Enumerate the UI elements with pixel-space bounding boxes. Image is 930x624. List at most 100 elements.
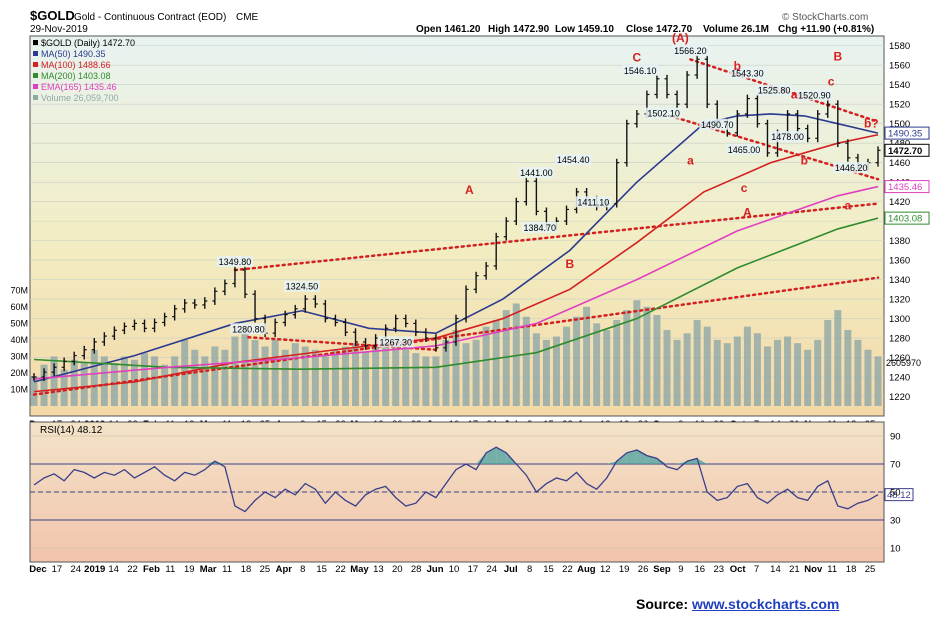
trendline bbox=[247, 336, 438, 351]
volume-bar bbox=[362, 351, 370, 406]
x-tick-label: 15 bbox=[543, 564, 554, 575]
wave-label: a bbox=[687, 154, 694, 168]
legend-swatch bbox=[33, 84, 38, 89]
volume-bar bbox=[331, 349, 339, 406]
price-bars bbox=[31, 55, 881, 381]
x-tick-label: 9 bbox=[678, 564, 683, 575]
price-label-bg bbox=[283, 280, 320, 292]
volume-tick-label: 40M bbox=[10, 335, 28, 345]
volume-bar bbox=[221, 349, 229, 406]
price-label-bg bbox=[756, 84, 793, 96]
price-label-bg bbox=[699, 118, 736, 130]
rsi-tick-label: 10 bbox=[890, 544, 901, 555]
volume-bar bbox=[422, 356, 430, 406]
rsi-line: 48.12 bbox=[33, 446, 914, 513]
rsi-tick-label: 30 bbox=[890, 516, 901, 527]
x-tick-label: 11 bbox=[827, 564, 837, 575]
x-tick-label: 25 bbox=[260, 564, 271, 575]
volume-bar bbox=[452, 329, 460, 406]
price-tick-label: 1320 bbox=[889, 295, 910, 306]
volume-bar bbox=[573, 316, 581, 406]
volume-bar bbox=[804, 349, 812, 406]
price-tick-label: 1340 bbox=[889, 275, 910, 286]
volume-bar bbox=[784, 336, 792, 406]
volume-bar bbox=[623, 310, 631, 406]
volume-bar bbox=[402, 346, 410, 406]
price-label-bg bbox=[521, 222, 558, 234]
high-value: High 1472.90 bbox=[488, 24, 550, 35]
wave-labels: (A) Cb a Bc b? A Ba c b A a bbox=[465, 31, 879, 271]
volume-bar bbox=[281, 349, 289, 406]
right-value-label: 1472.70 bbox=[888, 146, 922, 157]
price-label: 1465.00 bbox=[728, 145, 761, 155]
volume-bar bbox=[201, 356, 209, 406]
price-label-bg bbox=[230, 323, 267, 335]
volume-tick-label: 20M bbox=[10, 368, 28, 378]
x-tick-label: Oct bbox=[730, 564, 747, 575]
source-label: Source: bbox=[636, 596, 689, 612]
volume-bar bbox=[492, 320, 500, 406]
x-tick-label: Sep bbox=[653, 564, 671, 575]
price-label-bg bbox=[377, 336, 414, 348]
volume-bar bbox=[693, 320, 701, 406]
volume-bar bbox=[854, 339, 862, 406]
right-value-label: 1403.08 bbox=[888, 214, 922, 225]
volume-bar bbox=[231, 336, 239, 406]
volume-bar bbox=[723, 343, 731, 406]
x-tick-label: 17 bbox=[52, 564, 63, 575]
x-tick-label: 19 bbox=[619, 564, 630, 575]
volume-bar bbox=[50, 356, 58, 406]
rsi-overbought-fill bbox=[656, 458, 667, 464]
x-tick-label: 25 bbox=[865, 564, 876, 575]
price-label: 1502.10 bbox=[647, 109, 680, 119]
right-value-box bbox=[884, 126, 930, 140]
price-label: 1454.40 bbox=[557, 155, 590, 165]
price-tick-label: 1580 bbox=[889, 41, 910, 52]
price-label: 1543.30 bbox=[731, 69, 764, 79]
price-tick-label: 1560 bbox=[889, 61, 910, 72]
x-tick-label: 22 bbox=[127, 564, 138, 575]
x-tick-label: 13 bbox=[373, 564, 384, 575]
volume-bar bbox=[834, 310, 842, 406]
volume-bar bbox=[291, 343, 299, 406]
change-value: Chg +11.90 (+0.81%) bbox=[778, 24, 874, 35]
price-label-bg bbox=[216, 256, 253, 268]
volume-bar bbox=[824, 320, 832, 406]
right-value-box bbox=[884, 211, 930, 225]
x-tick-label: 8 bbox=[527, 564, 532, 575]
exchange: CME bbox=[236, 12, 259, 23]
price-tick-label: 1420 bbox=[889, 197, 910, 208]
x-tick-label: 22 bbox=[335, 564, 346, 575]
price-label-bg bbox=[672, 45, 709, 57]
volume-bar bbox=[552, 336, 560, 406]
x-tick-label: Jul bbox=[504, 564, 518, 575]
x-tick-label: Jun bbox=[427, 564, 444, 575]
price-tick-label: 1300 bbox=[889, 314, 910, 325]
volume-bar bbox=[613, 320, 621, 406]
moving-average-lines bbox=[33, 113, 879, 393]
volume-bar bbox=[171, 356, 179, 406]
volume-bar bbox=[161, 364, 169, 406]
volume-bar bbox=[874, 356, 882, 406]
price-label-bg bbox=[729, 67, 766, 79]
x-tick-label: 2019 bbox=[84, 564, 105, 575]
legend-label: $GOLD (Daily) 1472.70 bbox=[41, 38, 135, 48]
volume-bar bbox=[633, 300, 641, 406]
x-tick-label: 24 bbox=[487, 564, 498, 575]
source-link[interactable]: www.stockcharts.com bbox=[692, 596, 840, 612]
wave-label: b bbox=[734, 59, 741, 73]
x-tick-label: 21 bbox=[789, 564, 800, 575]
volume-bar bbox=[713, 339, 721, 406]
price-label-bg bbox=[575, 196, 612, 208]
volume-bar bbox=[341, 346, 349, 406]
rsi-overbought-fill bbox=[476, 452, 487, 464]
rsi-value-box bbox=[884, 488, 914, 502]
volume-bar bbox=[60, 369, 68, 406]
price-annotations: 1349.80 1324.50 1280.80 1267.30 1441.00 1454.… bbox=[216, 45, 870, 348]
price-label-bg bbox=[645, 107, 682, 119]
x-tick-label: 20 bbox=[392, 564, 403, 575]
volume-bar bbox=[301, 346, 309, 406]
volume-value: Volume 26.1M bbox=[703, 24, 769, 35]
volume-bar bbox=[683, 333, 691, 406]
ma-line-3 bbox=[33, 217, 879, 371]
